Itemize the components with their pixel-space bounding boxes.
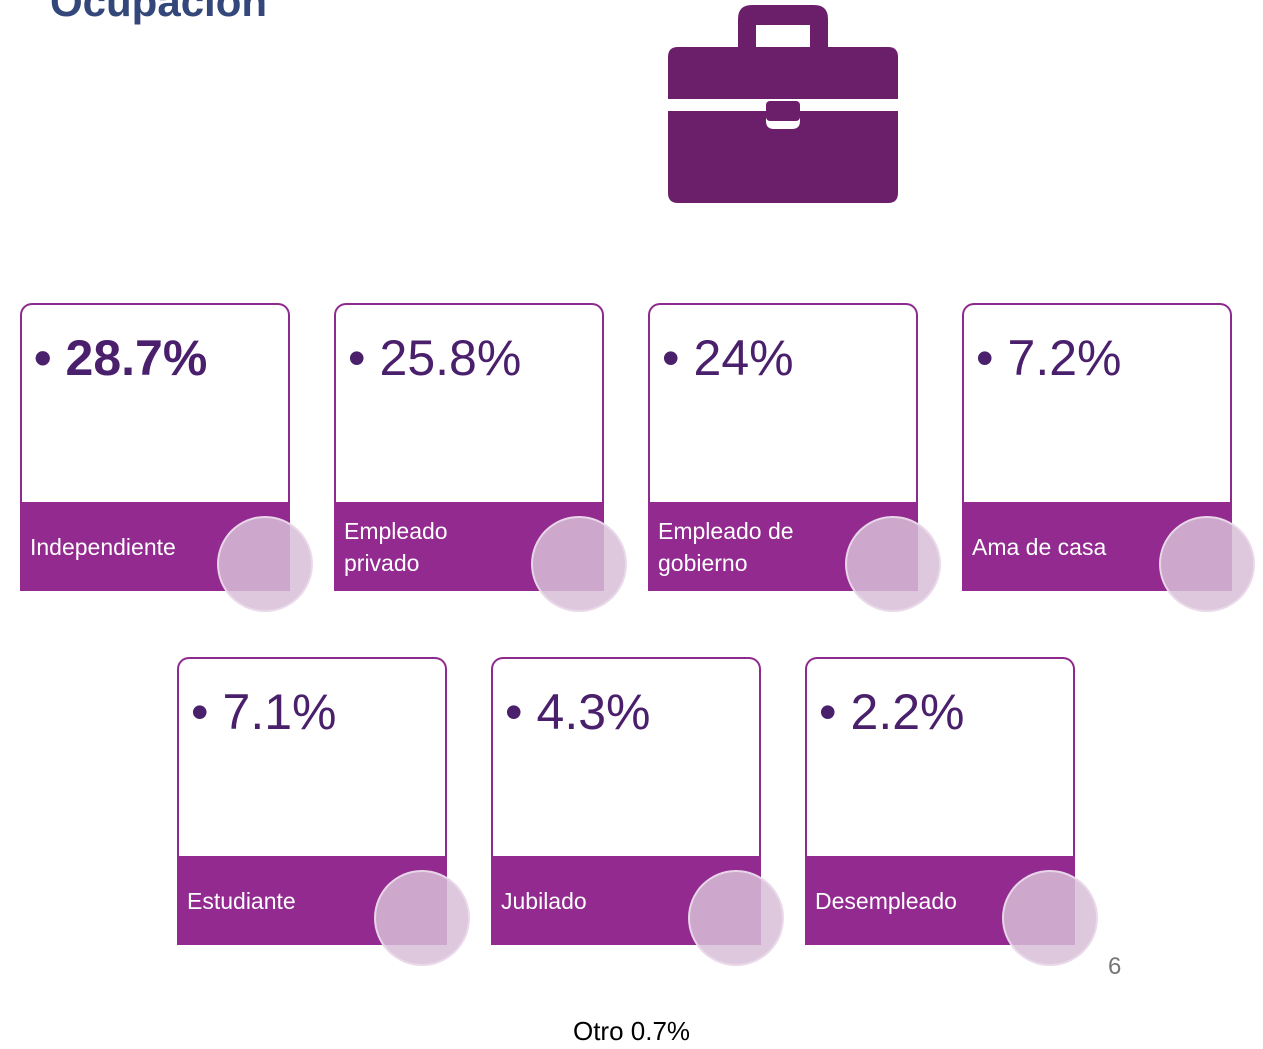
card: 28.7% Independiente	[20, 303, 313, 612]
title: Ocupación	[50, 0, 268, 25]
card-label: Ama de casa	[972, 533, 1107, 560]
card-value: 24%	[662, 329, 794, 387]
card-label: Empleado privado	[344, 517, 448, 576]
card-circle	[1159, 516, 1255, 612]
card-value: 7.1%	[191, 683, 337, 741]
card-value: 4.3%	[505, 683, 651, 741]
card-circle	[531, 516, 627, 612]
card-circle	[374, 870, 470, 966]
card-value: 25.8%	[348, 329, 522, 387]
card-value: 28.7%	[34, 329, 208, 387]
card-label: Empleado de gobierno	[658, 517, 794, 576]
card-circle	[688, 870, 784, 966]
card-label: Independiente	[30, 533, 176, 560]
footer-note: Otro 0.7%	[572, 1016, 691, 1046]
card-label: Jubilado	[501, 887, 587, 914]
card: 7.2% Ama de casa	[962, 303, 1255, 612]
card-circle	[845, 516, 941, 612]
card: 2.2% Desempleado	[805, 657, 1098, 966]
page-number: 6	[1108, 953, 1122, 980]
card: 4.3% Jubilado	[491, 657, 784, 966]
briefcase-icon	[668, 5, 898, 203]
card: 7.1% Estudiante	[177, 657, 470, 966]
card: 25.8% Empleado privado	[334, 303, 627, 612]
card-circle	[217, 516, 313, 612]
card-value: 2.2%	[819, 683, 965, 741]
card: 24% Empleado de gobierno	[648, 303, 941, 612]
card-label: Estudiante	[187, 887, 296, 914]
card-label: Desempleado	[815, 887, 957, 914]
card-circle	[1002, 870, 1098, 966]
card-value: 7.2%	[976, 329, 1122, 387]
